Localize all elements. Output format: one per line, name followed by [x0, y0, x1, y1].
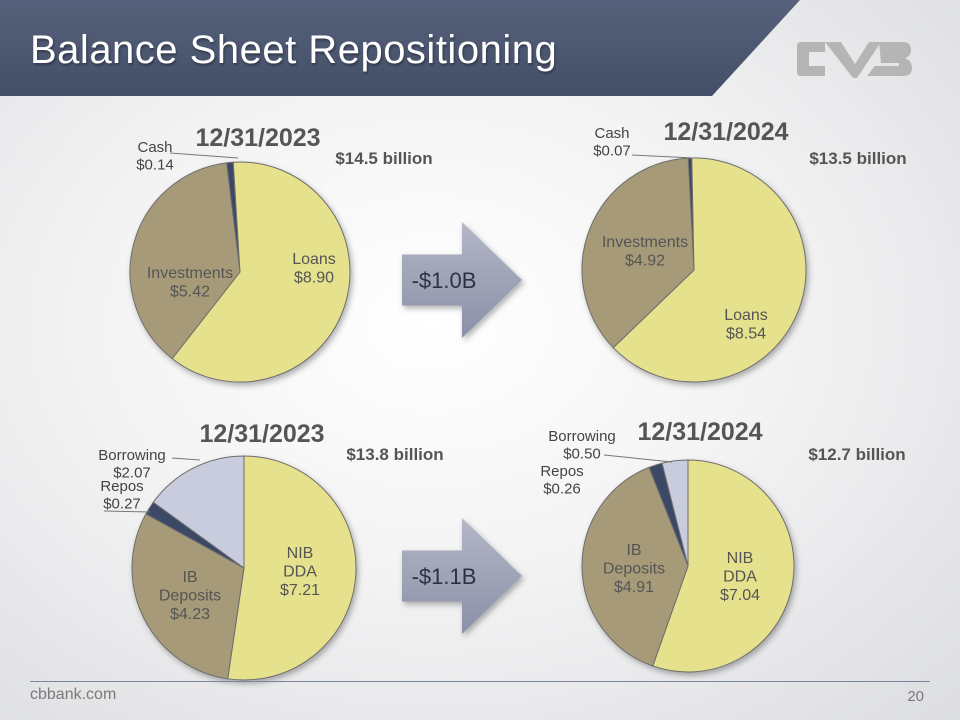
- cvb-logo-icon: [797, 42, 912, 78]
- slice-label-line: $5.42: [170, 283, 210, 300]
- slice-label-line: Loans: [724, 307, 768, 324]
- slice-label-repos: Repos $0.26: [540, 463, 583, 497]
- slice-label-repos: Repos $0.27: [100, 478, 143, 512]
- slice-label-line: Cash: [137, 139, 172, 156]
- slice-label-line: Borrowing: [548, 428, 616, 445]
- pie-chart-1: [129, 161, 351, 383]
- leader-line: [603, 454, 673, 463]
- slice-nib-dda: [227, 455, 357, 681]
- slice-label-borrowing: Borrowing $0.50: [548, 428, 616, 462]
- slice-label-nib-dda: NIB DDA $7.21: [280, 545, 320, 599]
- slice-borrowing: [152, 455, 245, 569]
- title-banner: [0, 0, 800, 96]
- slice-label-borrowing: Borrowing $2.07: [98, 447, 166, 481]
- page-title: Balance Sheet Repositioning: [30, 28, 558, 72]
- slice-label-cash: Cash $0.07: [593, 125, 631, 159]
- slice-loans: [171, 161, 351, 383]
- slice-label-line: DDA: [283, 563, 317, 580]
- chart-title: 12/31/2023: [199, 420, 324, 448]
- slice-label-line: $4.91: [614, 579, 654, 596]
- slice-label-line: Investments: [602, 234, 688, 251]
- chart-total: $14.5 billion: [335, 149, 432, 168]
- slice-label-line: $4.23: [170, 606, 210, 623]
- slice-label-line: Deposits: [159, 587, 221, 604]
- pie-chart-4: [581, 459, 795, 673]
- slice-label-line: IB: [626, 542, 641, 559]
- leader-line: [631, 154, 694, 159]
- change-arrow-label: -$1.0B: [412, 268, 477, 293]
- slice-investments: [129, 162, 241, 360]
- chart-title: 12/31/2023: [195, 124, 320, 152]
- slice-label-line: $4.92: [625, 252, 665, 269]
- change-arrow-icon: [402, 518, 522, 634]
- leader-line: [103, 510, 151, 513]
- slice-label-line: Cash: [594, 125, 629, 142]
- pie-chart-2: [581, 157, 807, 383]
- chart-title: 12/31/2024: [663, 118, 788, 146]
- slice-label-line: $0.50: [563, 445, 601, 462]
- slice-label-line: $7.04: [720, 587, 760, 604]
- page-number: 20: [907, 688, 924, 705]
- chart-total: $13.8 billion: [346, 445, 443, 464]
- slice-label-line: NIB: [287, 545, 314, 562]
- slice-label-line: Deposits: [603, 560, 665, 577]
- slice-label-line: $7.21: [280, 582, 320, 599]
- slice-label-nib-dda: NIB DDA $7.04: [720, 550, 760, 604]
- slice-investments: [581, 157, 695, 349]
- slice-label-line: $8.54: [726, 325, 766, 342]
- chart-total: $12.7 billion: [808, 445, 905, 464]
- leader-line: [169, 152, 239, 159]
- slice-label-line: $0.27: [103, 495, 141, 512]
- pie-chart-3: [131, 455, 357, 681]
- slice-label-line: Repos: [540, 463, 583, 480]
- chart-title: 12/31/2024: [637, 418, 762, 446]
- slice-label-line: DDA: [723, 568, 757, 585]
- slice-label-ib-deposits: IB Deposits $4.91: [603, 542, 665, 596]
- footer-url[interactable]: cbbank.com: [30, 686, 117, 703]
- slice-label-line: $0.14: [136, 156, 174, 173]
- footer-divider: [30, 681, 930, 682]
- slice-label-line: Investments: [147, 265, 233, 282]
- slice-borrowing: [661, 459, 689, 567]
- slice-label-line: Borrowing: [98, 447, 166, 464]
- slice-label-loans: Loans $8.54: [724, 307, 768, 342]
- slice-label-line: IB: [182, 569, 197, 586]
- slice-ib-deposits: [581, 466, 689, 667]
- slice-label-ib-deposits: IB Deposits $4.23: [159, 569, 221, 623]
- slice-label-line: Repos: [100, 478, 143, 495]
- slice-ib-deposits: [131, 513, 245, 680]
- slice-label-line: $0.07: [593, 142, 631, 159]
- slice-label-line: Loans: [292, 251, 336, 268]
- slice-loans: [612, 157, 807, 383]
- slice-label-cash: Cash $0.14: [136, 139, 174, 173]
- slice-label-investments: Investments $4.92: [602, 234, 688, 269]
- chart-total: $13.5 billion: [809, 149, 906, 168]
- slice-label-line: $2.07: [113, 464, 151, 481]
- slice-label-investments: Investments $5.42: [147, 265, 233, 300]
- slice-label-line: NIB: [727, 550, 754, 567]
- leader-line: [171, 457, 201, 461]
- change-arrow-icon: [402, 222, 522, 338]
- slice-label-line: $8.90: [294, 269, 334, 286]
- slice-label-loans: Loans $8.90: [292, 251, 336, 286]
- change-arrow-label: -$1.1B: [412, 564, 477, 589]
- slice-label-line: $0.26: [543, 480, 581, 497]
